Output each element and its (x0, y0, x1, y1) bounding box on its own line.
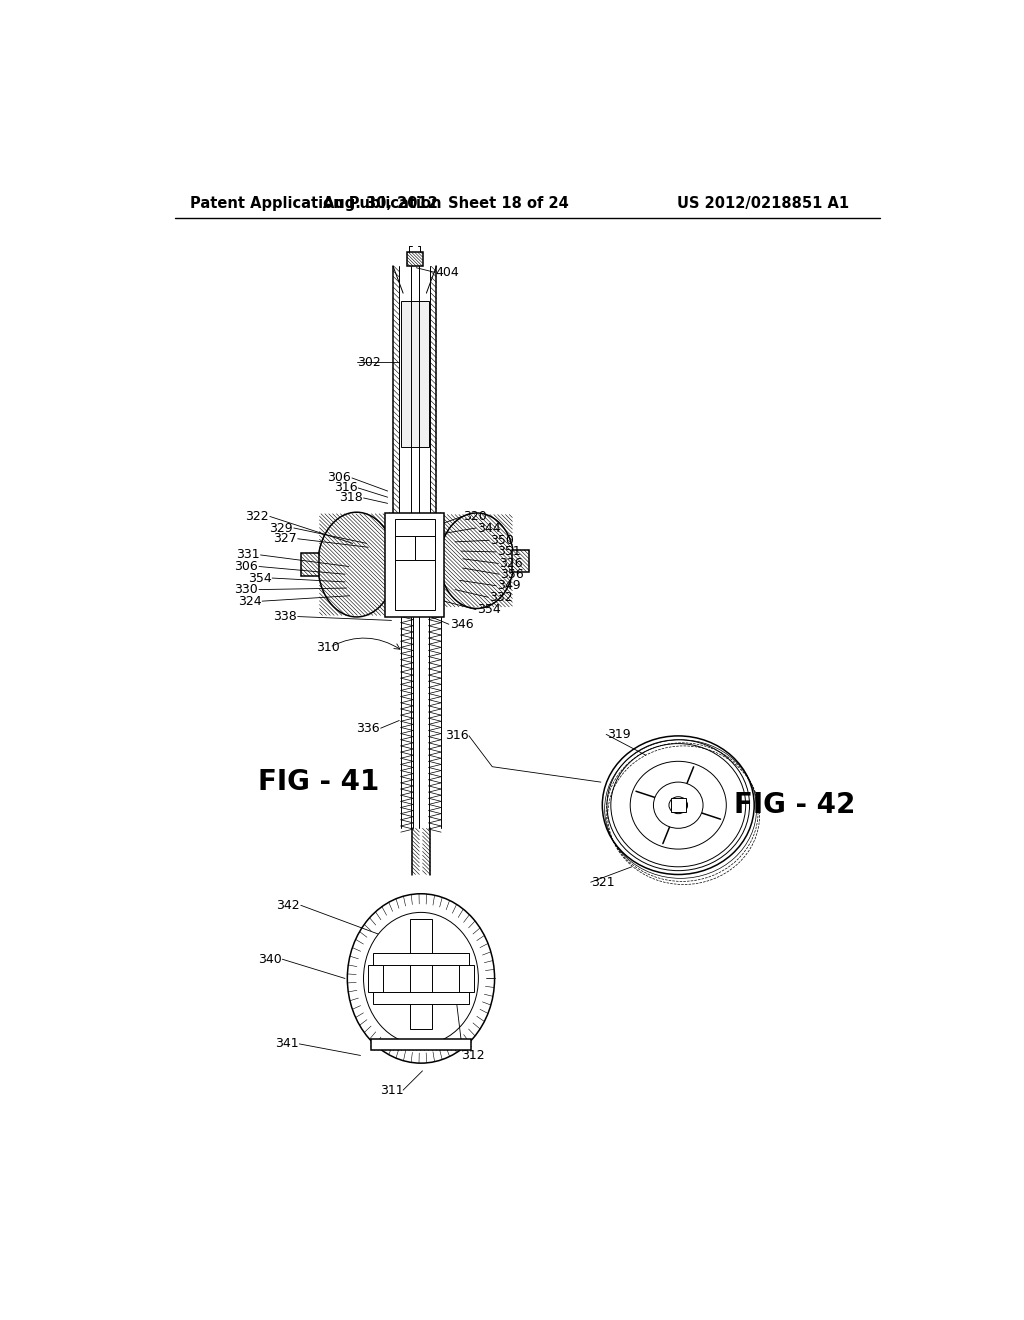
Text: 321: 321 (592, 875, 615, 888)
Bar (371, 1039, 471, 1051)
Bar (407, 252, 423, 267)
Text: 356: 356 (500, 568, 523, 581)
Ellipse shape (653, 781, 703, 829)
Bar (373, 953, 469, 965)
Text: 327: 327 (273, 532, 297, 545)
Text: 306: 306 (234, 560, 258, 573)
Bar (400, 301, 429, 447)
Ellipse shape (669, 797, 687, 813)
Bar (415, 536, 435, 560)
Text: 351: 351 (497, 545, 520, 558)
Text: Aug. 30, 2012  Sheet 18 of 24: Aug. 30, 2012 Sheet 18 of 24 (323, 195, 568, 211)
Text: 342: 342 (276, 899, 300, 912)
Text: 338: 338 (273, 610, 297, 623)
Text: 306: 306 (328, 471, 351, 484)
Text: 344: 344 (477, 521, 501, 535)
Text: 340: 340 (258, 953, 282, 966)
Text: 311: 311 (380, 1084, 403, 1097)
Text: 336: 336 (356, 722, 380, 735)
Text: 341: 341 (274, 1038, 299, 1051)
Text: 350: 350 (489, 533, 514, 546)
Bar (373, 991, 469, 1003)
Ellipse shape (364, 912, 478, 1044)
Ellipse shape (602, 737, 755, 875)
Text: 332: 332 (489, 591, 513, 603)
Text: 319: 319 (607, 727, 631, 741)
Text: US 2012/0218851 A1: US 2012/0218851 A1 (678, 195, 850, 211)
Ellipse shape (317, 512, 395, 616)
Bar (459, 965, 474, 993)
Text: 302: 302 (356, 356, 380, 370)
Text: 322: 322 (246, 510, 269, 523)
Bar (368, 965, 383, 993)
Bar (671, 799, 686, 812)
Text: 316: 316 (445, 730, 469, 742)
Ellipse shape (439, 513, 514, 609)
Text: 320: 320 (463, 510, 486, 523)
Bar (394, 536, 415, 560)
Text: 354: 354 (248, 572, 271, 585)
Text: 349: 349 (497, 579, 520, 593)
Text: 346: 346 (450, 618, 473, 631)
Bar (385, 512, 444, 616)
Text: FIG - 42: FIG - 42 (734, 791, 855, 820)
Text: 330: 330 (234, 583, 258, 597)
Ellipse shape (347, 894, 495, 1063)
Text: 316: 316 (334, 482, 357, 495)
Text: Patent Application Publication: Patent Application Publication (190, 195, 441, 211)
Bar (394, 519, 435, 610)
Text: 404: 404 (435, 265, 460, 279)
Text: FIG - 41: FIG - 41 (258, 768, 380, 796)
Text: 312: 312 (461, 1049, 485, 1063)
Text: 331: 331 (237, 548, 260, 561)
Text: 310: 310 (316, 640, 340, 653)
Text: 318: 318 (339, 491, 362, 504)
Text: 326: 326 (500, 557, 523, 570)
Text: 324: 324 (238, 594, 261, 607)
Ellipse shape (630, 762, 726, 849)
Bar (512, 550, 529, 572)
Text: 329: 329 (269, 521, 293, 535)
Bar (410, 919, 432, 1030)
Text: 354: 354 (477, 603, 501, 616)
Bar (301, 553, 319, 576)
